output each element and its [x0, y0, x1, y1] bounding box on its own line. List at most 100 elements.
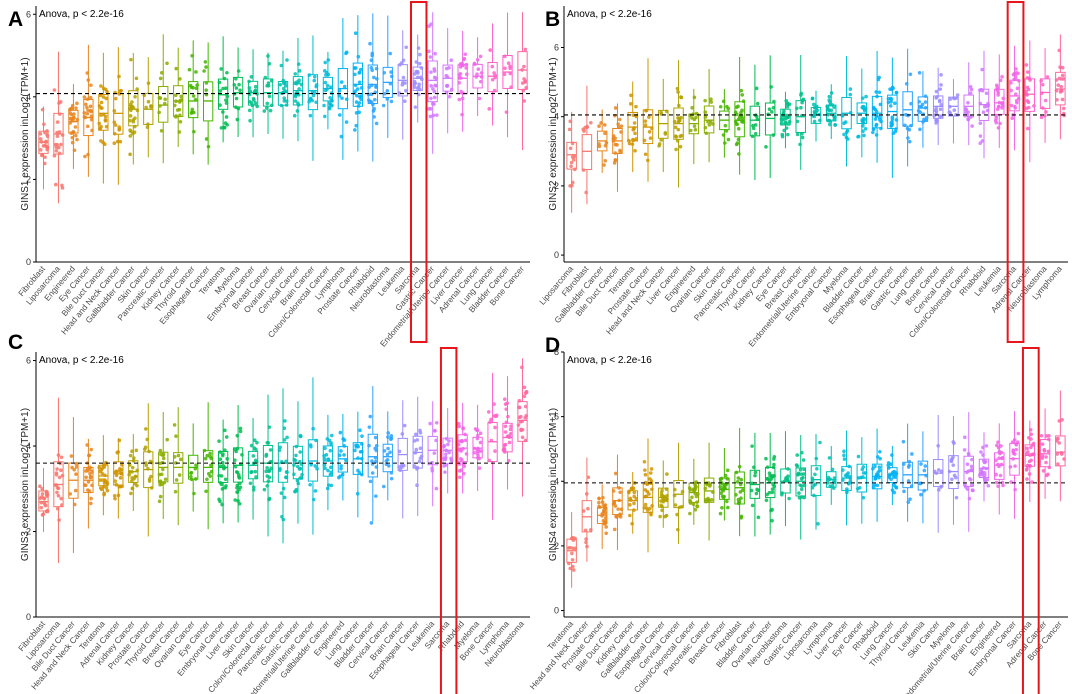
sample-point — [996, 484, 1000, 489]
sample-point — [939, 73, 943, 77]
sample-point — [88, 501, 93, 506]
sample-point — [878, 102, 883, 107]
sample-point — [105, 488, 110, 493]
sample-point — [795, 119, 800, 124]
box-11 — [718, 447, 730, 521]
box-8 — [672, 442, 685, 544]
sample-point — [936, 488, 941, 492]
sample-point — [327, 101, 332, 105]
sample-point — [322, 453, 326, 458]
sample-point — [1029, 432, 1034, 437]
sample-point — [767, 107, 772, 112]
sample-point — [225, 94, 230, 99]
sample-point — [906, 465, 911, 469]
box-15 — [779, 91, 792, 149]
sample-point — [84, 469, 88, 473]
sample-point — [292, 463, 296, 467]
sample-point — [632, 490, 637, 495]
sample-point — [38, 132, 43, 136]
sample-point — [779, 117, 784, 121]
sample-point — [428, 55, 433, 59]
sample-point — [128, 118, 132, 123]
sample-point — [443, 470, 447, 474]
sample-point — [298, 450, 303, 454]
sample-point — [297, 69, 302, 73]
sample-point — [358, 449, 363, 454]
sample-point — [414, 447, 419, 452]
sample-point — [799, 472, 804, 476]
sample-point — [848, 476, 852, 480]
sample-point — [677, 103, 681, 108]
sample-point — [690, 105, 694, 110]
sample-point — [178, 113, 182, 118]
box-23 — [367, 386, 379, 525]
sample-point — [222, 125, 227, 130]
sample-point — [418, 446, 423, 451]
sample-point — [1008, 465, 1013, 469]
sample-point — [344, 51, 348, 56]
sample-point — [339, 449, 343, 453]
y-tick-label: 4 — [554, 112, 559, 122]
sample-point — [55, 120, 60, 124]
sample-point — [368, 414, 373, 419]
sample-point — [430, 466, 434, 471]
sample-point — [1040, 456, 1045, 460]
sample-point — [613, 113, 617, 118]
sample-point — [1039, 91, 1044, 95]
sample-point — [113, 470, 117, 475]
sample-point — [871, 127, 876, 131]
box-28 — [978, 50, 991, 159]
sample-point — [372, 75, 376, 80]
sample-point — [43, 502, 47, 507]
sample-point — [99, 100, 104, 105]
sample-point — [799, 484, 804, 488]
box-4 — [611, 454, 624, 550]
sample-point — [1045, 473, 1049, 478]
sample-point — [163, 477, 168, 482]
sample-point — [848, 111, 853, 115]
sample-point — [370, 459, 374, 463]
sample-point — [673, 503, 678, 507]
sample-point — [72, 502, 77, 507]
sample-point — [1001, 96, 1006, 101]
sample-point — [367, 425, 372, 429]
box-22 — [886, 445, 899, 506]
sample-point — [787, 119, 792, 124]
sample-point — [389, 436, 394, 441]
sample-point — [908, 497, 912, 501]
box-body — [367, 433, 378, 478]
sample-point — [645, 489, 650, 494]
sample-point — [516, 423, 521, 427]
sample-point — [105, 89, 109, 94]
sample-point — [581, 168, 586, 172]
sample-point — [886, 463, 891, 468]
sample-point — [446, 442, 450, 447]
sample-point — [737, 499, 742, 504]
sample-point — [877, 115, 882, 120]
sample-point — [966, 451, 971, 456]
sample-point — [506, 61, 511, 65]
sample-point — [296, 80, 301, 85]
sample-point — [1055, 452, 1060, 456]
sample-point — [278, 466, 282, 471]
sample-point — [369, 100, 374, 104]
sample-point — [235, 117, 240, 122]
sample-point — [755, 101, 760, 106]
box-17 — [277, 50, 289, 139]
y-tick-label: 6 — [554, 412, 559, 422]
sample-point — [796, 471, 801, 476]
box-17 — [810, 434, 822, 530]
box-13 — [749, 432, 761, 537]
sample-point — [352, 66, 357, 70]
box-17 — [810, 90, 822, 142]
sample-point — [675, 86, 680, 91]
sample-point — [874, 133, 879, 137]
sample-point — [400, 465, 404, 470]
sample-point — [146, 466, 150, 471]
sample-point — [267, 425, 272, 429]
sample-point — [370, 471, 375, 475]
sample-point — [737, 115, 742, 119]
sample-point — [873, 476, 877, 481]
box-2 — [52, 51, 65, 204]
sample-point — [233, 464, 238, 469]
